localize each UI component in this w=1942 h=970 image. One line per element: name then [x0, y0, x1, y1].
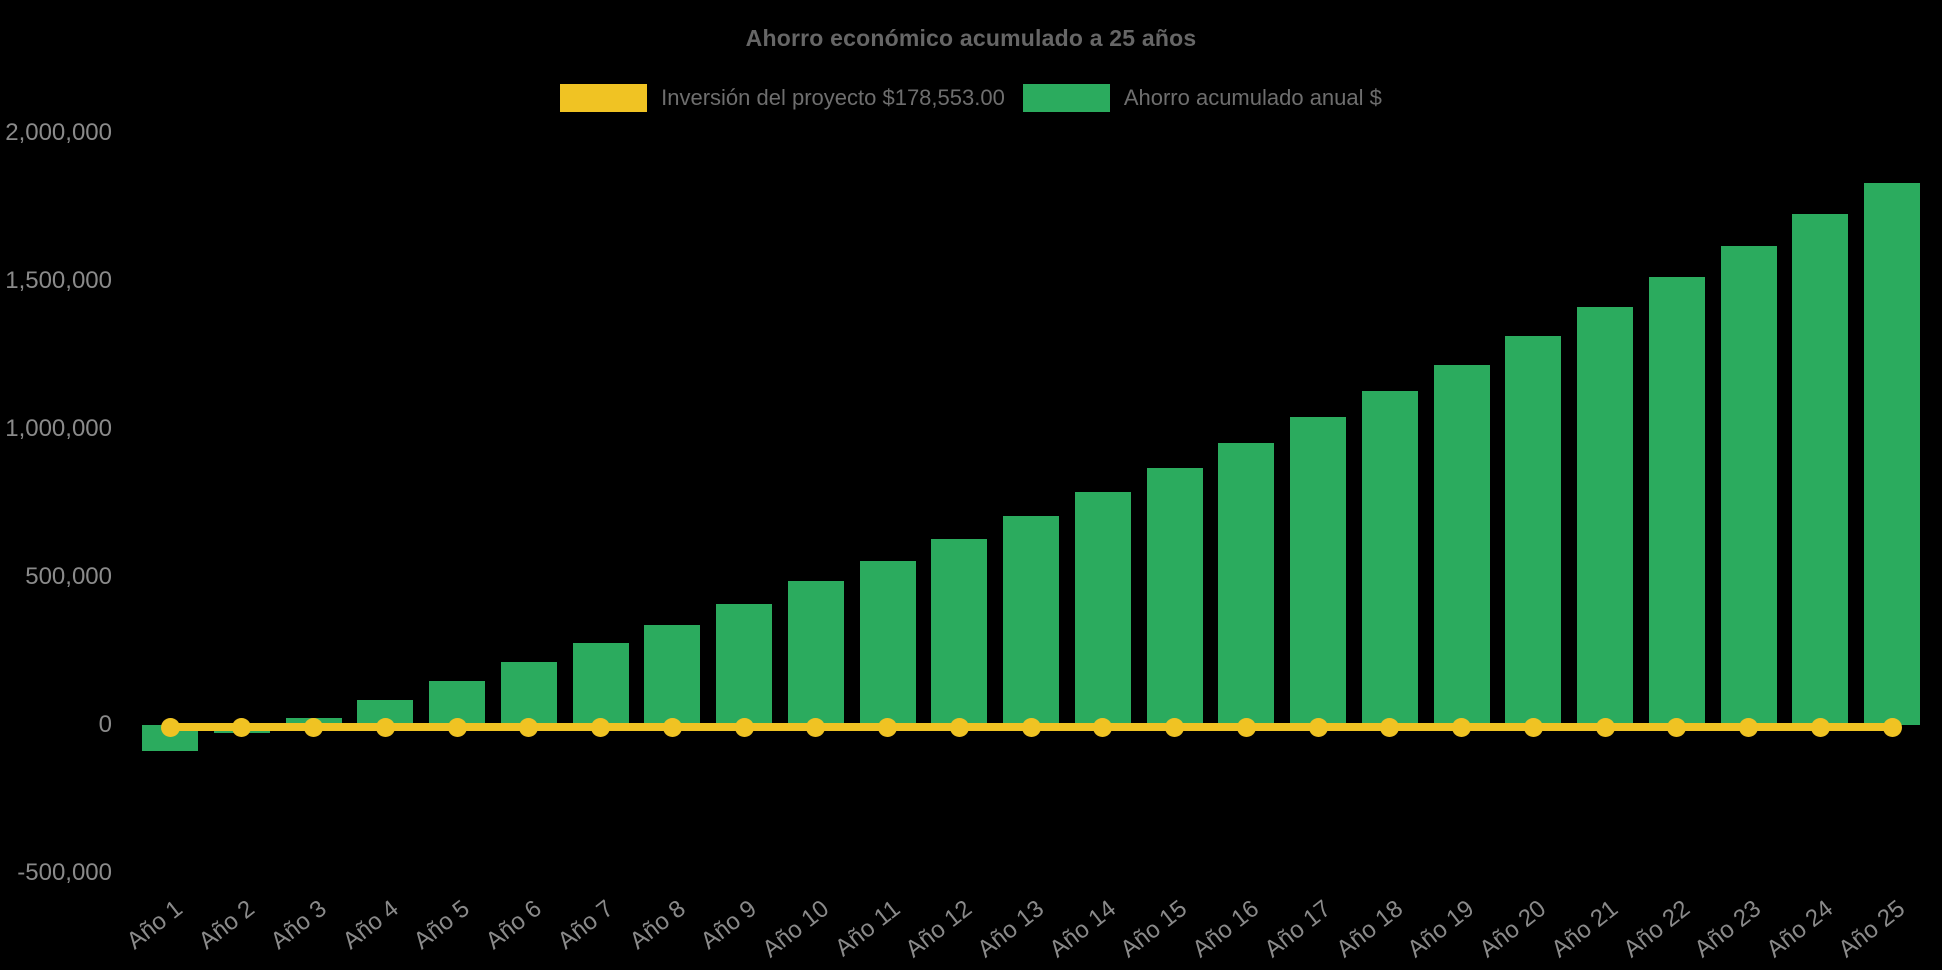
- investment-marker-year-9: [734, 717, 754, 737]
- investment-marker-year-20: [1523, 717, 1543, 737]
- x-axis-label-year-5: Año 5: [408, 894, 476, 955]
- bar-year-7: [572, 643, 629, 725]
- x-axis-label-year-2: Año 2: [193, 894, 260, 955]
- x-axis-label-year-25: Año 25: [1833, 894, 1911, 964]
- investment-marker-year-7: [591, 717, 610, 737]
- bar-year-15: [1146, 468, 1203, 725]
- investment-marker-year-18: [1380, 717, 1400, 737]
- investment-marker-year-21: [1595, 717, 1615, 737]
- investment-marker-year-13: [1021, 717, 1041, 737]
- y-axis-tick: 1,500,000: [5, 267, 112, 294]
- legend-label-savings: Ahorro acumulado anual $: [1123, 85, 1382, 110]
- bar-year-21: [1577, 307, 1633, 725]
- bar-year-11: [859, 561, 916, 725]
- bar-year-20: [1505, 336, 1562, 725]
- investment-marker-year-12: [949, 717, 969, 737]
- x-axis-label-year-20: Año 20: [1474, 894, 1552, 964]
- investment-marker-year-2: [232, 717, 252, 737]
- investment-marker-year-4: [375, 717, 395, 737]
- investment-marker-year-25: [1882, 717, 1902, 737]
- x-axis-label-year-12: Año 12: [900, 894, 978, 964]
- bar-year-10: [787, 581, 844, 725]
- x-axis-label-year-6: Año 6: [480, 894, 547, 955]
- x-axis-label-year-15: Año 15: [1115, 894, 1193, 964]
- legend: Inversión del proyecto $178,553.00 Ahorr…: [0, 84, 1942, 112]
- savings-swatch-icon: [1022, 84, 1110, 112]
- x-axis-label-year-7: Año 7: [552, 894, 619, 955]
- investment-marker-year-19: [1452, 717, 1471, 737]
- investment-marker-year-10: [806, 717, 826, 737]
- x-axis-label-year-14: Año 14: [1044, 894, 1121, 964]
- legend-item-investment[interactable]: Inversión del proyecto $178,553.00: [560, 84, 1005, 112]
- bar-year-6: [500, 661, 557, 725]
- bar-year-22: [1648, 277, 1705, 725]
- x-axis-label-year-18: Año 18: [1331, 894, 1408, 964]
- x-axis-label-year-23: Año 23: [1689, 894, 1767, 964]
- investment-marker-year-8: [662, 717, 682, 737]
- x-axis-label-year-17: Año 17: [1259, 894, 1337, 964]
- x-axis-label-year-10: Año 10: [757, 894, 834, 964]
- x-axis-label-year-4: Año 4: [337, 894, 404, 955]
- x-axis-label-year-13: Año 13: [972, 894, 1050, 964]
- bar-year-14: [1074, 492, 1131, 725]
- investment-marker-year-11: [878, 717, 897, 737]
- x-axis-label-year-1: Año 1: [121, 894, 189, 955]
- chart-title: Ahorro económico acumulado a 25 años: [745, 25, 1197, 51]
- bar-year-18: [1361, 391, 1418, 725]
- y-axis-tick: 0: [98, 711, 112, 738]
- bar-year-16: [1218, 442, 1275, 725]
- bar-year-9: [716, 603, 772, 725]
- bar-year-23: [1720, 246, 1777, 725]
- bar-year-24: [1792, 214, 1849, 725]
- investment-marker-year-6: [519, 717, 539, 737]
- bar-year-13: [1003, 516, 1059, 725]
- investment-swatch-icon: [560, 84, 648, 112]
- x-axis-label-year-22: Año 22: [1618, 894, 1695, 964]
- bar-year-8: [644, 624, 701, 725]
- x-axis-label-year-16: Año 16: [1187, 894, 1265, 964]
- investment-marker-year-1: [160, 717, 180, 737]
- x-axis-label-year-19: Año 19: [1402, 894, 1480, 964]
- x-axis-label-year-8: Año 8: [624, 894, 691, 955]
- investment-marker-year-24: [1810, 717, 1830, 737]
- investment-marker-year-16: [1236, 717, 1256, 737]
- investment-marker-year-15: [1165, 717, 1184, 737]
- y-axis-tick: 2,000,000: [5, 119, 112, 146]
- y-axis-tick: -500,000: [17, 859, 112, 886]
- investment-marker-year-17: [1308, 717, 1328, 737]
- bar-year-17: [1290, 417, 1346, 725]
- investment-marker-year-5: [447, 717, 467, 737]
- investment-marker-year-3: [304, 717, 323, 737]
- x-axis-label-year-3: Año 3: [265, 894, 332, 955]
- x-axis-label-year-21: Año 21: [1546, 894, 1624, 964]
- investment-marker-year-22: [1667, 717, 1687, 737]
- x-axis-label-year-9: Año 9: [695, 894, 763, 955]
- y-axis-tick: 500,000: [25, 563, 112, 590]
- x-axis-label-year-11: Año 11: [830, 894, 906, 962]
- bar-year-25: [1864, 183, 1920, 725]
- legend-label-investment: Inversión del proyecto $178,553.00: [661, 85, 1005, 110]
- bar-year-19: [1433, 365, 1490, 725]
- investment-marker-year-14: [1093, 717, 1113, 737]
- x-axis-label-year-24: Año 24: [1761, 894, 1839, 964]
- investment-marker-year-23: [1739, 717, 1758, 737]
- legend-item-savings[interactable]: Ahorro acumulado anual $: [1022, 84, 1382, 112]
- bar-year-12: [931, 539, 988, 725]
- y-axis-tick: 1,000,000: [5, 415, 112, 442]
